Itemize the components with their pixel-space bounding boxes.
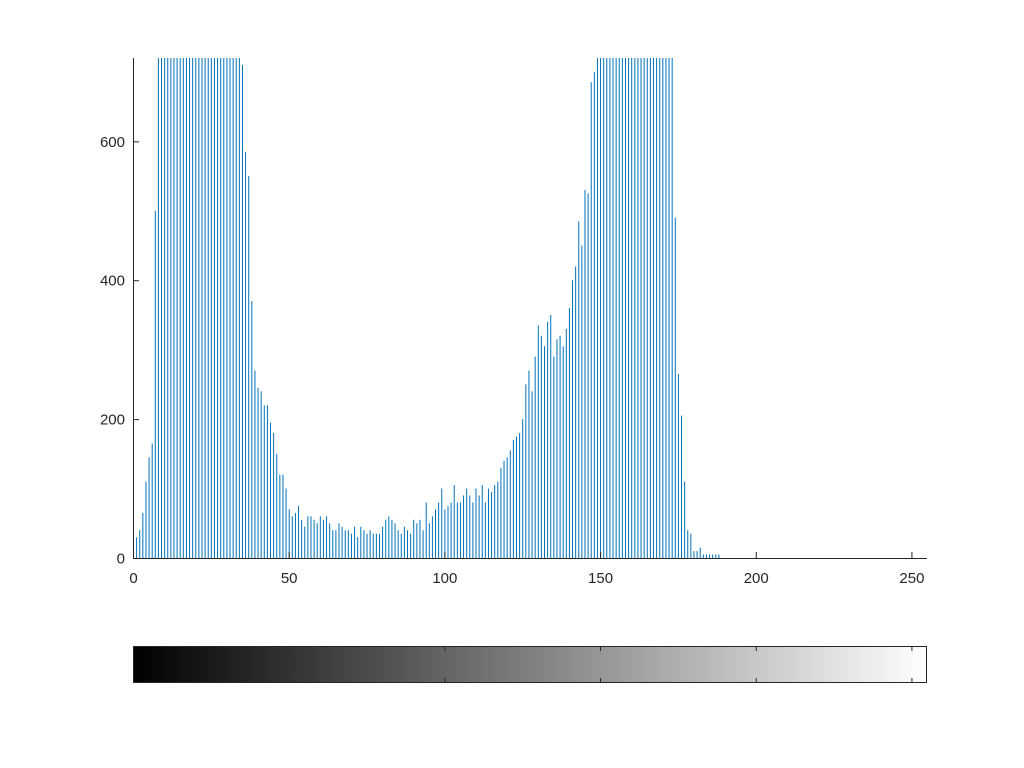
y-tick-label: 200 xyxy=(100,412,125,429)
y-tick-label: 600 xyxy=(100,134,125,151)
x-tick-label: 150 xyxy=(588,570,613,587)
x-tick-label: 200 xyxy=(744,570,769,587)
x-axis-ticks: 0 50 100 150 200 250 xyxy=(129,552,924,587)
grayscale-colorbar xyxy=(133,646,927,683)
x-tick-label: 0 xyxy=(129,570,137,587)
colorbar-frame xyxy=(133,646,927,683)
y-tick-label: 0 xyxy=(117,551,125,568)
colorbar-gradient xyxy=(133,646,927,683)
x-tick-label: 100 xyxy=(432,570,457,587)
y-tick-label: 400 xyxy=(100,273,125,290)
y-axis-ticks: 0 200 400 600 xyxy=(100,134,139,568)
histogram-stems xyxy=(133,58,720,558)
x-tick-label: 50 xyxy=(281,570,298,587)
x-tick-label: 250 xyxy=(899,570,924,587)
plot-area: 0 50 100 150 200 250 0 200 400 600 xyxy=(100,58,927,587)
